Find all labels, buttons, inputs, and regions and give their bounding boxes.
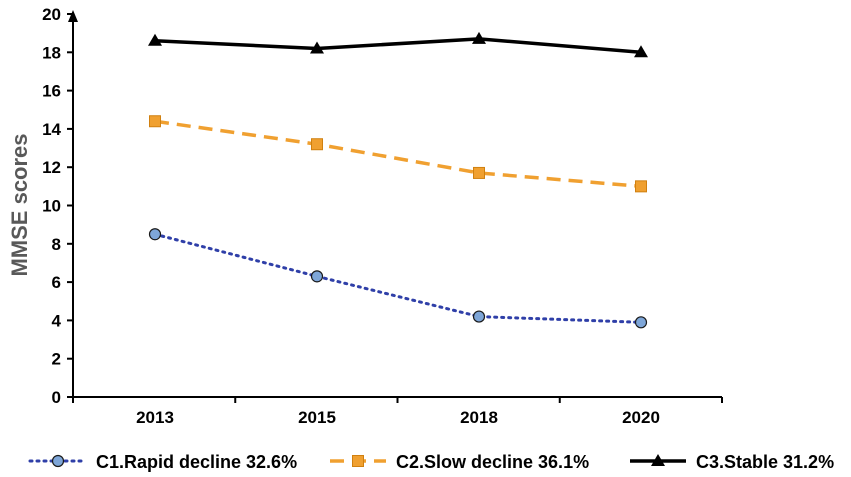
series-3 [148, 32, 648, 57]
y-tick-label: 8 [52, 235, 61, 254]
legend-item-1: C1.Rapid decline 32.6% [30, 452, 297, 472]
y-tick-label: 6 [52, 273, 61, 292]
y-tick-label: 20 [42, 5, 61, 24]
y-tick-label: 16 [42, 82, 61, 101]
y-axis-arrow-icon [68, 10, 78, 22]
y-axis-title: MMSE scores [7, 133, 32, 276]
data-point-marker [474, 167, 485, 178]
x-tick-label: 2020 [622, 408, 660, 427]
y-tick-label: 2 [52, 350, 61, 369]
y-tick-label: 14 [42, 120, 61, 139]
series-line [155, 234, 641, 322]
data-point-marker [150, 229, 161, 240]
mmse-line-chart: MMSE scores 0 2 4 6 8 10 12 14 16 18 20 2013 2015 201… [0, 0, 851, 477]
data-point-marker [312, 139, 323, 150]
legend-item-2: C2.Slow decline 36.1% [330, 452, 589, 472]
y-tick-label: 12 [42, 158, 61, 177]
legend-item-3: C3.Stable 31.2% [630, 452, 834, 472]
x-tick-label: 2015 [298, 408, 336, 427]
y-tick-label: 18 [42, 43, 61, 62]
x-tick-label: 2013 [136, 408, 174, 427]
y-tick-label: 0 [52, 388, 61, 407]
data-point-marker [353, 456, 364, 467]
data-point-marker [312, 271, 323, 282]
data-point-marker [474, 311, 485, 322]
data-point-marker [636, 181, 647, 192]
data-point-marker [150, 116, 161, 127]
series-line [155, 39, 641, 52]
y-tick-label: 10 [42, 197, 61, 216]
legend-label: C3.Stable 31.2% [696, 452, 834, 472]
series-line [155, 121, 641, 186]
legend-label: C1.Rapid decline 32.6% [96, 452, 297, 472]
y-tick-label: 4 [52, 311, 62, 330]
data-point-marker [636, 317, 647, 328]
series-2 [150, 116, 647, 192]
series-1 [150, 229, 647, 328]
legend-label: C2.Slow decline 36.1% [396, 452, 589, 472]
x-tick-label: 2018 [460, 408, 498, 427]
data-point-marker [53, 456, 64, 467]
